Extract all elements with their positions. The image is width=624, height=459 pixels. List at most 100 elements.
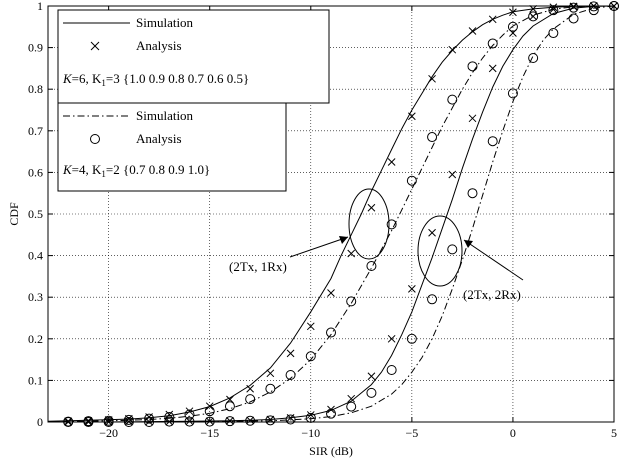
circle-marker <box>467 188 478 199</box>
x-marker <box>549 5 558 14</box>
x-marker-stroke <box>448 45 457 54</box>
legend-1-box <box>57 9 330 104</box>
x-marker <box>408 112 416 121</box>
x-marker <box>347 249 356 258</box>
x-marker <box>306 411 315 419</box>
x-marker-stroke <box>246 416 254 425</box>
x-marker-stroke <box>306 411 315 419</box>
x-marker <box>327 289 335 297</box>
circle-marker <box>285 369 296 380</box>
x-marker <box>367 203 376 212</box>
x-tick-label: −10 <box>301 426 320 440</box>
x-marker <box>448 170 457 179</box>
x-marker <box>246 384 254 393</box>
circle-marker <box>224 416 235 427</box>
x-marker-stroke <box>185 417 194 426</box>
circle-marker <box>427 132 438 143</box>
circle-marker <box>245 394 256 405</box>
circle-marker <box>447 94 458 105</box>
x-marker <box>226 416 234 425</box>
x-marker <box>529 5 537 13</box>
circle-marker <box>568 13 579 24</box>
y-tick-label: 0.4 <box>28 249 43 263</box>
legend-1-params: K=6, K1=3 {1.0 0.9 0.8 0.7 0.6 0.5} <box>62 71 249 88</box>
x-marker <box>509 8 517 17</box>
circle-marker <box>366 387 377 398</box>
x-marker-stroke <box>408 285 416 293</box>
x-marker-stroke <box>185 407 194 416</box>
circle-marker <box>568 2 579 13</box>
x-marker-stroke <box>347 394 356 403</box>
legend-2-circle-marker <box>90 134 100 144</box>
circle-marker <box>184 409 195 420</box>
circle-marker <box>366 261 377 271</box>
x-marker-stroke <box>529 12 537 21</box>
x-marker-stroke <box>165 410 174 419</box>
circle-marker <box>507 21 518 32</box>
x-marker-stroke <box>327 289 335 297</box>
circle-marker <box>346 296 357 307</box>
x-marker <box>549 3 558 12</box>
y-tick-label: 0.9 <box>28 41 43 55</box>
x-marker-stroke <box>488 64 497 73</box>
y-tick-label: 0.8 <box>28 82 43 96</box>
series-line <box>47 5 614 422</box>
x-marker <box>428 74 436 83</box>
x-marker <box>509 29 517 37</box>
x-marker <box>408 285 416 293</box>
circle-marker <box>346 401 357 412</box>
legend-2-analysis-label: Analysis <box>136 131 182 146</box>
circle-marker <box>528 11 539 22</box>
x-marker-stroke <box>428 228 436 237</box>
x-marker <box>488 15 497 24</box>
x-marker <box>529 12 537 21</box>
x-marker-stroke <box>367 203 376 212</box>
axis-ticks: −20 −15 −10 −5 0 5 0 0.1 0.2 0.3 0.4 0.5 0.6 0.7 0.8 0.… <box>28 0 617 440</box>
legend-2-params: K=4, K1=2 {0.7 0.8 0.9 1.0} <box>62 162 210 179</box>
ellipse-2tx-2rx <box>417 215 463 287</box>
x-marker-stroke <box>286 349 295 358</box>
legend-1: Simulation Analysis K=6, K1=3 {1.0 0.9 0… <box>57 9 330 104</box>
circle-marker <box>548 28 559 39</box>
circle-marker <box>305 351 316 362</box>
x-marker-stroke <box>468 27 477 35</box>
x-marker-stroke <box>408 112 416 121</box>
x-marker <box>488 64 497 73</box>
x-marker <box>165 410 174 419</box>
circle-marker <box>507 88 518 99</box>
arrowhead-2tx-1rx <box>339 236 348 244</box>
circle-marker <box>467 61 478 72</box>
x-marker <box>64 417 73 426</box>
x-marker-stroke <box>387 334 396 343</box>
x-marker <box>367 372 376 381</box>
legend-1-simulation-label: Simulation <box>136 15 194 30</box>
series-line <box>48 5 615 423</box>
x-marker-stroke <box>347 249 356 258</box>
x-marker-stroke <box>448 170 457 179</box>
curves <box>47 5 615 423</box>
y-tick-label: 0.3 <box>28 290 43 304</box>
circle-marker <box>386 365 397 375</box>
circle-marker <box>224 401 235 412</box>
legend-2: Simulation Analysis K=4, K1=2 {0.7 0.8 0… <box>57 102 287 192</box>
arrow-2tx-2rx <box>463 239 524 281</box>
x-marker-stroke <box>306 322 315 331</box>
ellipse-2tx-1rx <box>348 188 390 260</box>
y-tick-label: 0.1 <box>28 373 43 387</box>
circle-marker <box>245 415 256 426</box>
y-tick-label: 1 <box>37 0 43 13</box>
x-tick-label: 5 <box>611 426 617 440</box>
circle-marker <box>285 414 296 425</box>
x-marker <box>569 2 578 11</box>
circle-marker <box>204 406 215 417</box>
x-marker <box>387 158 396 166</box>
x-marker <box>185 417 194 426</box>
circle-marker <box>265 383 276 394</box>
circle-marker <box>265 415 276 426</box>
circle-marker <box>144 413 155 424</box>
legend-1-analysis-label: Analysis <box>136 38 182 53</box>
x-marker-stroke <box>226 416 234 425</box>
x-marker-stroke <box>367 372 376 381</box>
arrowhead-2tx-2rx <box>464 240 473 248</box>
